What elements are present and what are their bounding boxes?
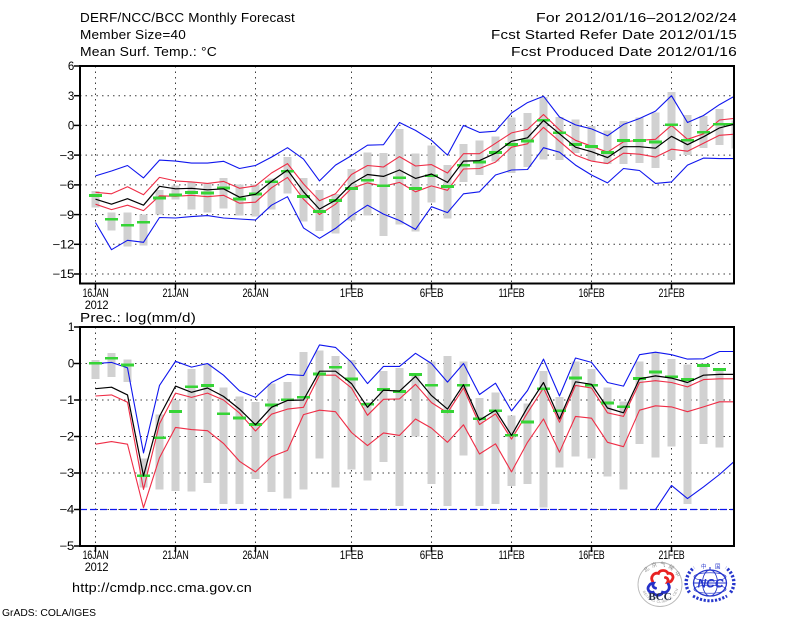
svg-text:0: 0 [68,121,74,133]
svg-text:6: 6 [68,61,74,73]
svg-text:3: 3 [68,91,74,103]
svg-text:Fcst Started Refer Date 2012/0: Fcst Started Refer Date 2012/01/15 [491,27,737,42]
svg-text:16FEB: 16FEB [579,288,605,300]
svg-text:中: 中 [701,563,707,571]
svg-text:6FEB: 6FEB [420,288,444,300]
svg-text:BCC: BCC [648,591,671,603]
svg-text:DERF/NCC/BCC Monthly Forecast: DERF/NCC/BCC Monthly Forecast [80,10,295,25]
svg-text:11FEB: 11FEB [499,550,525,562]
svg-text:16JAN: 16JAN [83,550,109,562]
svg-text:http://cmdp.ncc.cma.gov.cn: http://cmdp.ncc.cma.gov.cn [72,580,252,595]
svg-text:26JAN: 26JAN [243,550,269,562]
svg-text:Mean Surf. Temp.: °C: Mean Surf. Temp.: °C [80,44,217,59]
svg-text:16JAN: 16JAN [83,288,109,300]
svg-text:21FEB: 21FEB [659,288,685,300]
svg-text:6FEB: 6FEB [420,550,444,562]
svg-text:21FEB: 21FEB [659,550,685,562]
svg-text:−15: −15 [53,269,75,281]
svg-text:−9: −9 [60,210,75,222]
svg-text:1FEB: 1FEB [340,288,364,300]
svg-text:2012: 2012 [85,562,109,574]
svg-text:21JAN: 21JAN [163,550,189,562]
svg-text:16FEB: 16FEB [579,550,605,562]
svg-text:Prec.: log(mm/d): Prec.: log(mm/d) [80,310,196,325]
svg-text:11FEB: 11FEB [499,288,525,300]
svg-text:For 2012/01/16–2012/02/24: For 2012/01/16–2012/02/24 [536,10,737,25]
svg-text:2012: 2012 [85,300,109,312]
svg-text:1: 1 [68,322,74,334]
svg-text:−1: −1 [60,395,75,407]
svg-text:Fcst Produced Date 2012/01/16: Fcst Produced Date 2012/01/16 [511,44,737,59]
svg-text:21JAN: 21JAN [163,288,189,300]
svg-text:−4: −4 [60,505,76,517]
svg-text:Member Size=40: Member Size=40 [80,27,186,42]
svg-text:−6: −6 [60,180,75,192]
svg-text:−3: −3 [60,150,75,162]
svg-text:0: 0 [68,359,74,371]
svg-text:GrADS: COLA/IGES: GrADS: COLA/IGES [2,608,96,618]
svg-text:26JAN: 26JAN [243,288,269,300]
svg-text:NCC: NCC [698,577,724,591]
svg-text:−2: −2 [60,432,75,444]
svg-text:−3: −3 [60,468,75,480]
svg-text:1FEB: 1FEB [340,550,364,562]
svg-text:−5: −5 [60,541,75,553]
svg-text:国: 国 [715,564,721,571]
svg-text:−12: −12 [53,240,75,252]
